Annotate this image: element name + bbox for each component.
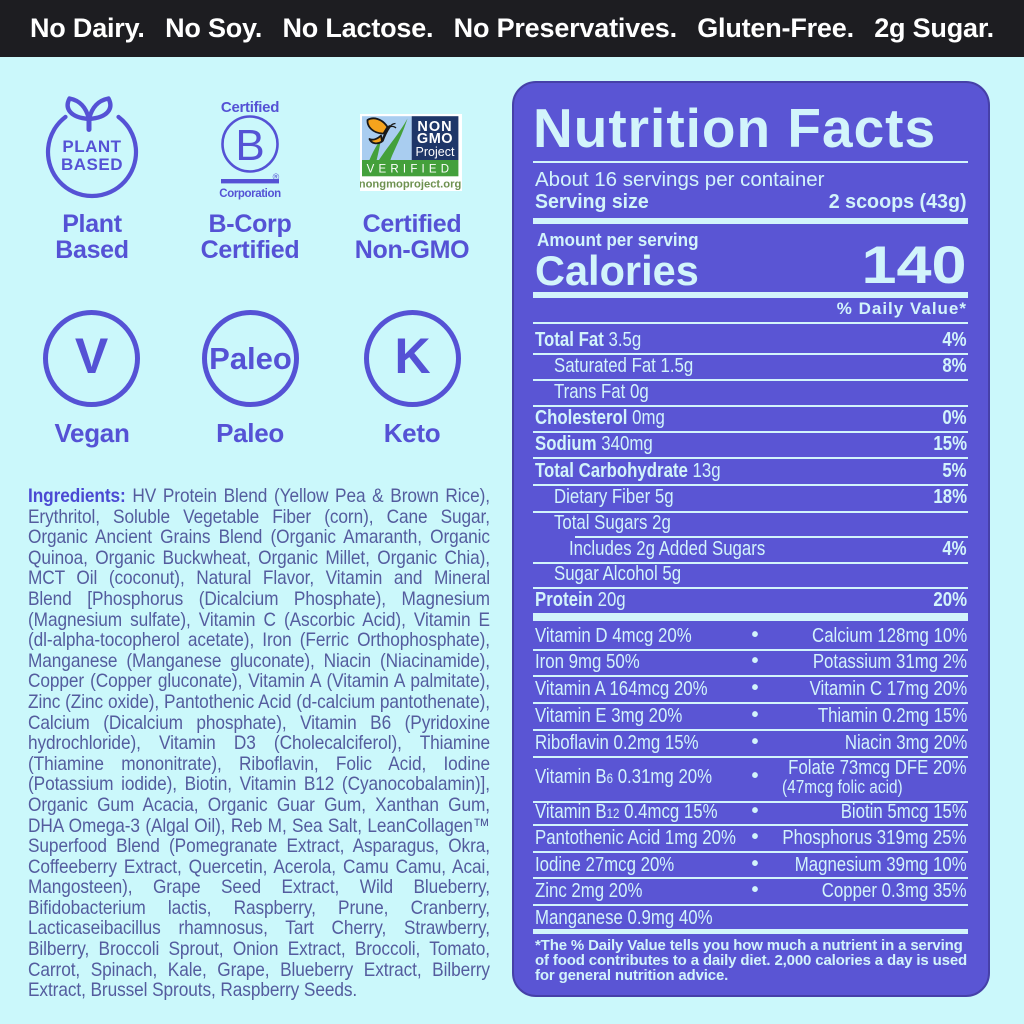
svg-text:Corporation: Corporation	[219, 188, 281, 200]
svg-text:VERIFIED: VERIFIED	[367, 164, 454, 176]
svg-text:Certified: Certified	[221, 99, 279, 116]
svg-text:nongmoproject.org: nongmoproject.org	[360, 179, 461, 191]
svg-text:B: B	[235, 121, 264, 170]
svg-text:NON: NON	[417, 119, 452, 135]
svg-text:Project: Project	[416, 145, 455, 159]
svg-text:BASED: BASED	[61, 155, 123, 174]
svg-text:GMO: GMO	[417, 131, 453, 147]
svg-text:PLANT: PLANT	[62, 137, 121, 156]
svg-text:®: ®	[273, 172, 280, 182]
